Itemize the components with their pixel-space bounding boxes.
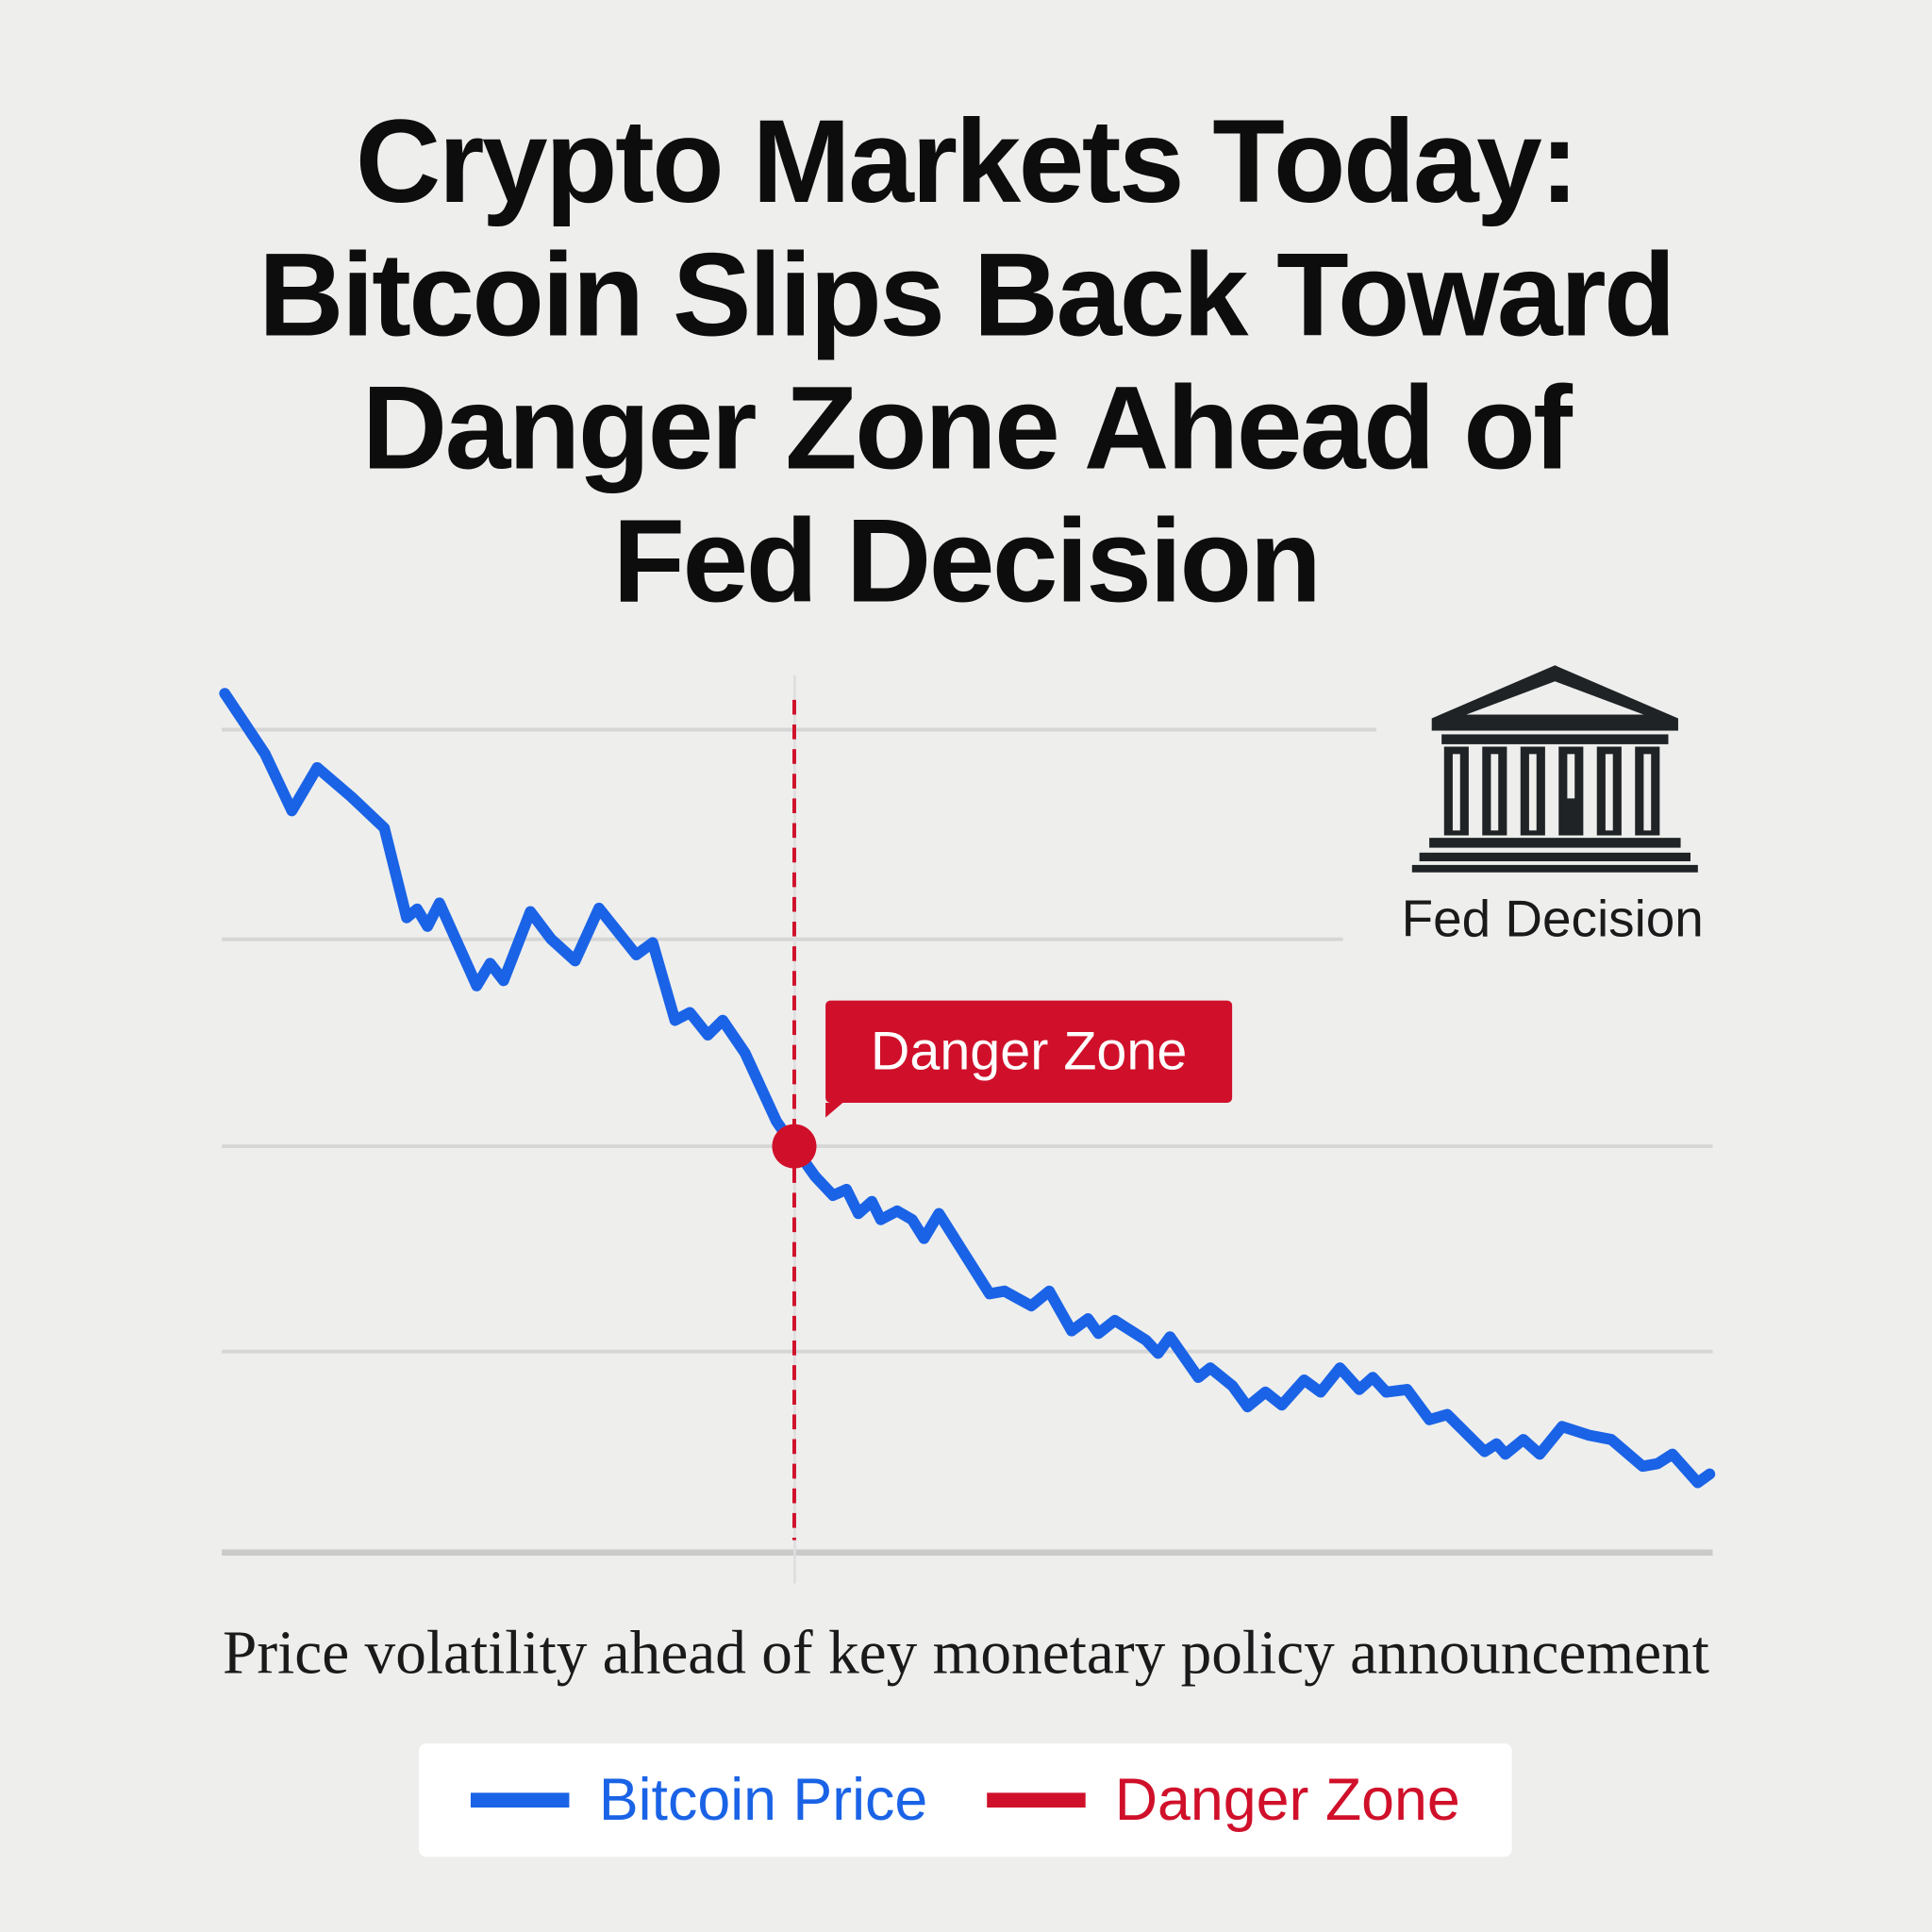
legend-item-bitcoin-price: Bitcoin Price <box>470 1766 928 1834</box>
bitcoin-price-line <box>219 688 1716 1489</box>
headline-line: Bitcoin Slips Back Toward <box>258 228 1676 361</box>
legend-swatch-red <box>986 1792 1086 1808</box>
fed-decision-label: Fed Decision <box>1401 890 1704 948</box>
headline: Crypto Markets Today: Bitcoin Slips Back… <box>0 96 1932 628</box>
legend-label: Bitcoin Price <box>598 1767 928 1833</box>
danger-zone-marker <box>772 1124 817 1169</box>
legend-label: Danger Zone <box>1114 1767 1460 1833</box>
column-highlight <box>1491 754 1499 831</box>
chart-caption: Price volatility ahead of key monetary p… <box>223 1617 1709 1688</box>
column-highlight <box>1452 754 1460 831</box>
legend: Bitcoin Price Danger Zone <box>419 1743 1512 1857</box>
column-highlight <box>1567 754 1575 799</box>
headline-line: Crypto Markets Today: <box>355 95 1579 228</box>
column-highlight <box>1643 754 1652 831</box>
headline-line: Danger Zone Ahead of <box>361 361 1573 494</box>
legend-swatch-blue <box>470 1792 570 1808</box>
column-highlight <box>1605 754 1613 831</box>
bank-building-icon <box>1411 665 1698 873</box>
danger-zone-callout: Danger Zone <box>825 1000 1233 1118</box>
column-highlight <box>1528 754 1537 831</box>
headline-line: Fed Decision <box>612 495 1322 627</box>
legend-item-danger-zone: Danger Zone <box>986 1766 1460 1834</box>
